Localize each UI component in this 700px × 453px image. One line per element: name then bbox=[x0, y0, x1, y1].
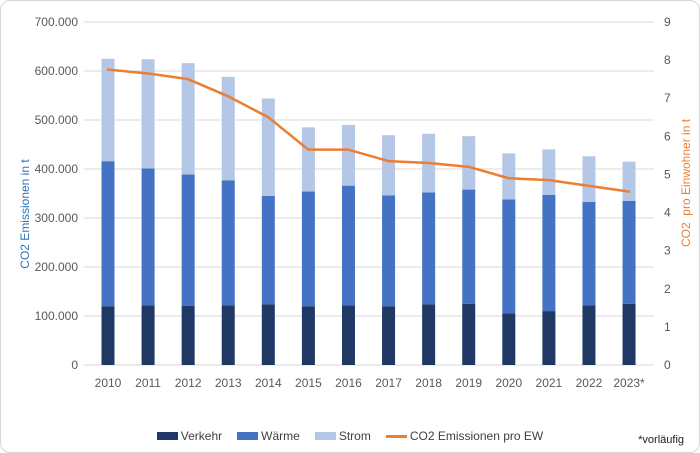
bar-segment-verkehr bbox=[341, 305, 355, 365]
x-axis-tick-label: 2021 bbox=[536, 376, 563, 390]
bar-segment-strom bbox=[582, 156, 596, 202]
x-axis-tick-label: 2022 bbox=[576, 376, 603, 390]
x-axis-tick-label: 2023* bbox=[613, 376, 645, 390]
y-axis-right-tick-label: 3 bbox=[664, 244, 671, 258]
y-axis-left-tick-label: 200.000 bbox=[35, 260, 79, 274]
bar-segment-strom bbox=[502, 153, 516, 200]
y-axis-right-tick-label: 8 bbox=[664, 53, 671, 67]
bar-segment-verkehr bbox=[101, 306, 115, 365]
bar-segment-verkehr bbox=[181, 305, 195, 365]
trend-line-swatch-icon bbox=[385, 434, 407, 438]
y-axis-left-tick-label: 0 bbox=[71, 358, 78, 372]
bar-segment-verkehr bbox=[622, 303, 636, 365]
footnote: *vorläufig bbox=[638, 434, 684, 446]
legend-label-co2-pro-ew: CO2 Emissionen pro EW bbox=[409, 429, 544, 443]
y-axis-right-tick-label: 2 bbox=[664, 282, 671, 296]
bar-segment-verkehr bbox=[582, 305, 596, 365]
bar-segment-strom bbox=[261, 98, 275, 196]
y-axis-left-tick-label: 400.000 bbox=[35, 162, 79, 176]
x-axis-tick-label: 2016 bbox=[335, 376, 362, 390]
bar-segment-strom bbox=[542, 149, 556, 195]
bar-segment-verkehr bbox=[382, 306, 396, 365]
y-axis-right-tick-label: 4 bbox=[664, 206, 671, 220]
bar-segment-strom bbox=[101, 58, 115, 162]
strom-swatch-icon bbox=[314, 432, 336, 440]
y-axis-right-tick-label: 0 bbox=[664, 358, 671, 372]
bar-segment-waerme bbox=[422, 192, 436, 305]
trend-line bbox=[106, 68, 631, 193]
y-axis-right-tick-label: 7 bbox=[664, 91, 671, 105]
x-axis-tick-label: 2015 bbox=[295, 376, 322, 390]
bar-segment-verkehr bbox=[261, 304, 275, 365]
x-axis-tick-label: 2020 bbox=[495, 376, 522, 390]
bar-segment-strom bbox=[221, 76, 235, 181]
x-axis-tick-label: 2013 bbox=[215, 376, 242, 390]
bar-segment-verkehr bbox=[141, 305, 155, 365]
y-axis-right-tick-label: 1 bbox=[664, 320, 671, 334]
bar-segment-waerme bbox=[221, 180, 235, 306]
bar-segment-strom bbox=[341, 124, 355, 186]
bar-segment-waerme bbox=[301, 191, 315, 307]
bar-segment-waerme bbox=[382, 195, 396, 307]
bar-segment-strom bbox=[141, 59, 155, 169]
waerme-swatch-icon bbox=[237, 432, 259, 440]
legend-item-verkehr: Verkehr bbox=[156, 429, 223, 443]
bar-segment-verkehr bbox=[502, 313, 516, 365]
x-axis-tick-label: 2019 bbox=[455, 376, 482, 390]
left-axis-title: CO2 Emissionen in t bbox=[18, 159, 32, 269]
y-axis-right-tick-label: 5 bbox=[664, 167, 671, 181]
bar-segment-waerme bbox=[261, 195, 275, 305]
verkehr-swatch-icon bbox=[156, 432, 178, 440]
y-axis-right-tick-label: 6 bbox=[664, 129, 671, 143]
x-axis-tick-label: 2011 bbox=[135, 376, 161, 390]
y-axis-right-tick-label: 9 bbox=[664, 15, 671, 29]
x-axis-tick-label: 2017 bbox=[375, 376, 402, 390]
bar-segment-waerme bbox=[141, 168, 155, 306]
y-axis-left-tick-label: 600.000 bbox=[35, 64, 79, 78]
bar-segment-waerme bbox=[502, 199, 516, 314]
x-axis-tick-label: 2012 bbox=[175, 376, 202, 390]
legend-item-waerme: Wärme bbox=[237, 429, 300, 443]
y-axis-left-tick-label: 300.000 bbox=[35, 211, 79, 225]
right-axis-title: CO2 pro Einwohner in t bbox=[679, 118, 693, 248]
y-axis-left-tick-label: 700.000 bbox=[35, 15, 79, 29]
bar-segment-verkehr bbox=[301, 306, 315, 365]
x-axis-tick-label: 2010 bbox=[95, 376, 122, 390]
legend-label-waerme: Wärme bbox=[261, 429, 300, 443]
bar-segment-waerme bbox=[542, 194, 556, 312]
bar-segment-waerme bbox=[181, 174, 195, 306]
bar-segment-waerme bbox=[582, 201, 596, 306]
bar-segment-verkehr bbox=[462, 303, 476, 365]
bar-segment-strom bbox=[462, 136, 476, 190]
bar-segment-strom bbox=[181, 63, 195, 175]
bar-segment-strom bbox=[622, 161, 636, 201]
bar-segment-waerme bbox=[341, 185, 355, 306]
legend-item-co2-pro-ew: CO2 Emissionen pro EW bbox=[385, 429, 544, 443]
legend-label-verkehr: Verkehr bbox=[180, 429, 223, 443]
bar-segment-waerme bbox=[622, 200, 636, 304]
bar-segment-waerme bbox=[101, 161, 115, 307]
x-axis-tick-label: 2014 bbox=[255, 376, 282, 390]
bar-segment-verkehr bbox=[221, 305, 235, 365]
x-axis-tick-label: 2018 bbox=[415, 376, 442, 390]
y-axis-left-tick-label: 500.000 bbox=[35, 113, 79, 127]
bar-segment-waerme bbox=[462, 189, 476, 304]
legend-item-strom: Strom bbox=[314, 429, 371, 443]
bar-segment-verkehr bbox=[422, 304, 436, 365]
bar-segment-verkehr bbox=[542, 311, 556, 365]
bar-segment-strom bbox=[301, 127, 315, 192]
chart-legend: Verkehr Wärme Strom CO2 Emissionen pro E… bbox=[1, 429, 699, 443]
legend-label-strom: Strom bbox=[338, 429, 371, 443]
bar-segment-strom bbox=[382, 135, 396, 196]
y-axis-left-tick-label: 100.000 bbox=[35, 309, 79, 323]
